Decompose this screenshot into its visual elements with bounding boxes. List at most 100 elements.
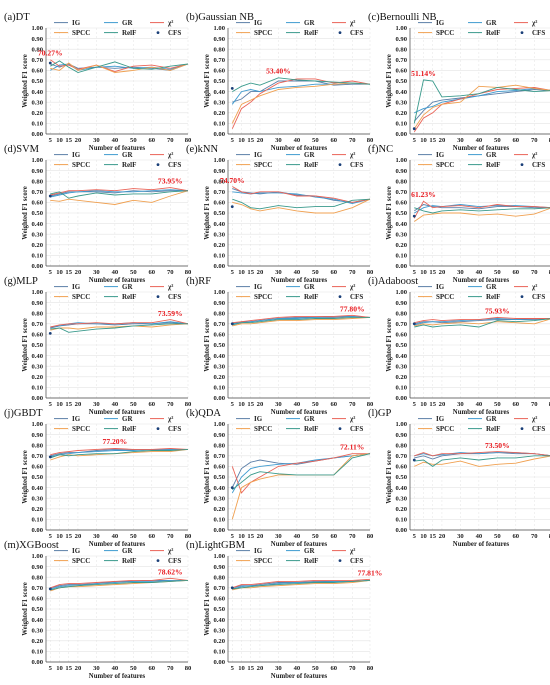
series-line-RelF xyxy=(414,455,550,467)
x-tick-label: 70 xyxy=(531,401,538,408)
y-tick-label: 0.40 xyxy=(31,485,43,492)
legend-marker xyxy=(338,559,342,562)
y-tick-label: 0.90 xyxy=(31,300,43,307)
x-tick-label: 15 xyxy=(247,269,254,276)
y-axis-label: Weighted F1 score xyxy=(204,318,211,372)
y-tick-label: 0.10 xyxy=(213,121,225,128)
x-tick-label: 5 xyxy=(231,665,235,672)
legend-label: GR xyxy=(122,19,133,27)
y-tick-label: 0.00 xyxy=(31,263,43,270)
series-point-CFS xyxy=(48,194,52,198)
series-line-χ² xyxy=(414,451,550,457)
x-tick-label: 10 xyxy=(238,401,245,408)
legend-label: GR xyxy=(122,415,133,423)
y-tick-label: 1.00 xyxy=(31,289,43,296)
x-tick-label: 10 xyxy=(420,533,427,540)
y-tick-label: 1.00 xyxy=(395,289,407,296)
x-tick-label: 60 xyxy=(330,269,337,276)
y-tick-label: 0.00 xyxy=(31,395,43,402)
legend-marker xyxy=(338,295,342,298)
x-tick-label: 70 xyxy=(349,533,356,540)
series-point-CFS xyxy=(230,586,234,590)
x-tick-label: 20 xyxy=(257,269,264,276)
x-tick-label: 15 xyxy=(429,269,436,276)
x-axis-label: Number of features xyxy=(453,145,510,152)
x-tick-label: 20 xyxy=(257,533,264,540)
best-score-label: 77.20% xyxy=(103,437,128,446)
x-tick-label: 10 xyxy=(238,269,245,276)
y-tick-label: 0.30 xyxy=(395,363,407,370)
series-line-GR xyxy=(232,579,371,590)
series-line-GR xyxy=(231,453,371,494)
legend-label: SPCC xyxy=(254,161,272,169)
x-axis-label: Number of features xyxy=(89,673,146,680)
y-tick-label: 0.60 xyxy=(31,68,43,75)
y-tick-label: 1.00 xyxy=(31,25,43,32)
y-axis-label: Weighted F1 score xyxy=(22,54,29,108)
y-tick-label: 0.20 xyxy=(31,374,43,381)
y-tick-label: 1.00 xyxy=(213,157,225,164)
y-tick-label: 0.40 xyxy=(31,353,43,360)
x-tick-label: 10 xyxy=(238,533,245,540)
y-tick-label: 0.90 xyxy=(395,432,407,439)
legend-label: CFS xyxy=(168,425,181,433)
x-tick-label: 15 xyxy=(65,665,72,672)
x-tick-label: 10 xyxy=(56,401,63,408)
x-tick-label: 70 xyxy=(167,533,174,540)
x-tick-label: 5 xyxy=(231,401,235,408)
panel-title: (e)kNN xyxy=(186,144,218,155)
legend-label: χ² xyxy=(531,151,537,159)
series-point-CFS xyxy=(230,322,234,326)
x-tick-label: 5 xyxy=(49,665,53,672)
x-tick-label: 20 xyxy=(439,269,446,276)
y-tick-label: 1.00 xyxy=(213,25,225,32)
y-tick-label: 0.20 xyxy=(31,506,43,513)
x-tick-label: 60 xyxy=(330,533,337,540)
y-tick-label: 0.80 xyxy=(31,178,43,185)
y-tick-label: 0.10 xyxy=(213,385,225,392)
legend-label: GR xyxy=(122,547,133,555)
legend-label: χ² xyxy=(167,151,173,159)
series-point-CFS xyxy=(230,486,234,489)
series-line-SPCC xyxy=(231,453,371,520)
x-tick-label: 50 xyxy=(312,269,319,276)
best-score-label: 73.95% xyxy=(158,177,183,186)
legend-label: RelF xyxy=(304,161,318,169)
best-score-label: 78.62% xyxy=(158,568,183,577)
y-tick-label: 0.70 xyxy=(31,585,43,592)
y-tick-label: 0.00 xyxy=(213,395,225,402)
x-tick-label: 10 xyxy=(420,401,427,408)
x-tick-label: 15 xyxy=(429,137,436,144)
x-tick-label: 70 xyxy=(349,269,356,276)
series-line-χ² xyxy=(413,86,550,133)
series-line-GR xyxy=(232,315,371,325)
y-axis-label: Weighted F1 score xyxy=(204,54,211,108)
legend-label: IG xyxy=(254,547,263,555)
x-tick-label: 40 xyxy=(294,137,301,144)
x-tick-label: 5 xyxy=(49,137,53,144)
legend-label: CFS xyxy=(168,557,181,565)
series-line-RelF xyxy=(232,77,371,92)
series-point-CFS xyxy=(230,87,234,90)
legend-label: CFS xyxy=(350,293,363,301)
y-tick-label: 1.00 xyxy=(395,25,407,32)
legend-label: SPCC xyxy=(72,425,90,433)
legend-label: χ² xyxy=(531,19,537,27)
x-tick-label: 5 xyxy=(231,269,235,276)
y-tick-label: 0.80 xyxy=(213,46,225,53)
x-tick-label: 5 xyxy=(231,533,235,540)
series-line-SPCC xyxy=(50,448,189,461)
y-tick-label: 0.10 xyxy=(31,517,43,524)
y-tick-label: 0.00 xyxy=(213,659,225,666)
x-tick-label: 20 xyxy=(257,665,264,672)
series-line-RelF xyxy=(50,190,189,199)
y-tick-label: 0.40 xyxy=(213,353,225,360)
panel-12: (m)XGBoost 0.00 0.10 0.20 0.30 0.40 0.50 0.60 0.… xyxy=(4,540,192,680)
panel-title: (b)Gaussian NB xyxy=(186,12,254,23)
y-tick-label: 0.30 xyxy=(31,99,43,106)
y-tick-label: 0.10 xyxy=(31,253,43,260)
y-tick-label: 0.70 xyxy=(213,57,225,64)
x-tick-label: 20 xyxy=(257,401,264,408)
best-score-label: 75.93% xyxy=(485,307,510,316)
x-axis-label: Number of features xyxy=(271,277,328,284)
